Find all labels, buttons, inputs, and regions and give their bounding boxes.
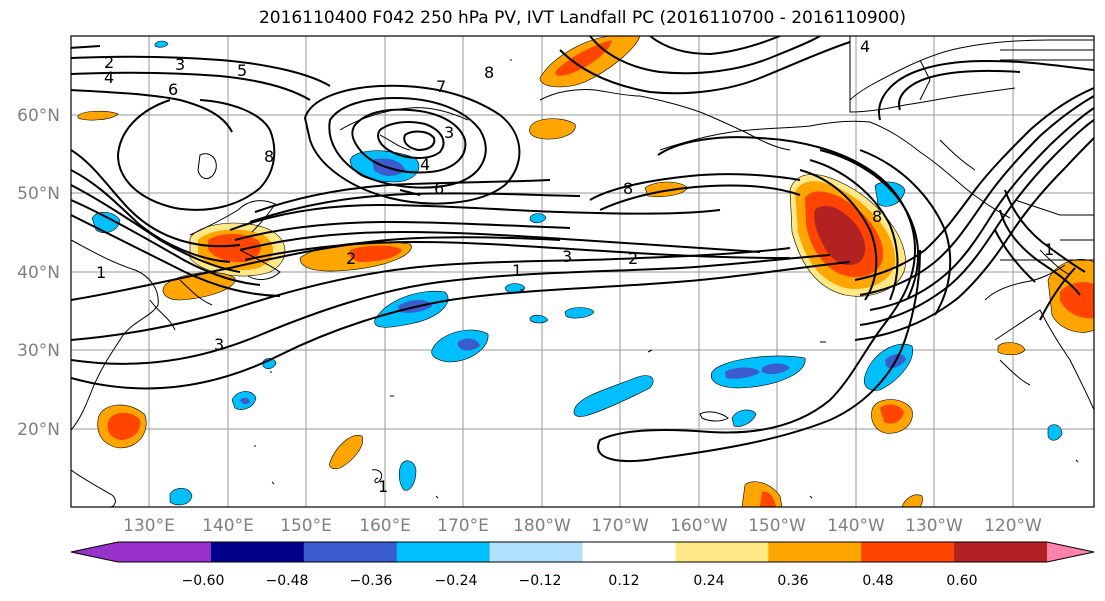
negative-anomalies [91, 40, 1063, 506]
lon-label: 170°W [591, 516, 649, 536]
contour-label: 2 [346, 249, 356, 268]
map-title: 2016110400 F042 250 hPa PV, IVT Landfall… [258, 8, 906, 28]
contour-label: 1 [378, 477, 388, 496]
contour-label: 6 [168, 80, 178, 99]
lon-label: 120°W [984, 516, 1042, 536]
colorbar-segment [768, 542, 862, 562]
contour-label: 8 [623, 179, 633, 198]
contour-label: 3 [214, 335, 224, 354]
colorbar-segment [489, 542, 583, 562]
contour-label: 6 [434, 179, 444, 198]
colorbar-segment [582, 542, 676, 562]
lon-label: 150°W [748, 516, 806, 536]
contour-label: 3 [444, 123, 454, 142]
colorbar [70, 541, 1095, 563]
contour-label: 2 [628, 249, 638, 268]
map-frame [70, 35, 1095, 508]
colorbar-segment [396, 542, 491, 562]
contour-label: 3 [175, 55, 185, 74]
colorbar-outline [70, 541, 1095, 563]
lat-label: 60°N [17, 106, 60, 126]
contour-label: 4 [860, 37, 870, 56]
colorbar-tick: 0.12 [608, 573, 639, 589]
lon-label: 130°W [905, 516, 963, 536]
lon-label: 150°E [280, 516, 332, 536]
lon-label: 140°W [827, 516, 885, 536]
colorbar-segment [675, 542, 769, 562]
colorbar-extend-high [1047, 542, 1094, 562]
contour-label: 4 [104, 68, 114, 87]
lon-label: 180°W [513, 516, 571, 536]
lat-label: 50°N [17, 184, 60, 204]
colorbar-tick: −0.60 [182, 573, 225, 589]
contour-labels: 2 3 4 5 6 7 8 3 4 6 8 8 2 1 3 2 1 3 8 4 … [96, 37, 1054, 496]
pv-contours [71, 36, 1094, 462]
contour-label: 8 [264, 147, 274, 166]
lon-label: 130°E [123, 516, 175, 536]
lon-label: 160°W [670, 516, 728, 536]
colorbar-tick: 0.36 [777, 573, 808, 589]
colorbar-segment [210, 542, 305, 562]
contour-label: 8 [484, 63, 494, 82]
colorbar-tick: 0.24 [693, 573, 724, 589]
lat-label: 20°N [17, 420, 60, 440]
contour-label: 4 [420, 155, 430, 174]
contour-label: 2 [104, 53, 114, 72]
contour-label: 1 [96, 263, 106, 282]
colorbar-segment [303, 542, 398, 562]
contour-label: 7 [436, 77, 446, 96]
contour-label: 1 [1044, 240, 1054, 259]
colorbar-tick: 0.48 [862, 573, 893, 589]
colorbar-tick: −0.24 [435, 573, 478, 589]
latitude-labels: 20°N 30°N 40°N 50°N 60°N [17, 106, 60, 440]
positive-anomalies [77, 36, 1094, 507]
colorbar-ticks: −0.60 −0.48 −0.36 −0.24 −0.12 0.12 0.24 … [182, 573, 978, 589]
lon-label: 160°E [359, 516, 411, 536]
colorbar-tick: −0.12 [519, 573, 562, 589]
islands [254, 59, 1079, 499]
contour-label: 1 [512, 261, 522, 280]
lon-label: 140°E [202, 516, 254, 536]
colorbar-segment [954, 542, 1048, 562]
colorbar-tick: −0.48 [266, 573, 309, 589]
contour-label: 8 [872, 207, 882, 226]
contour-label: 3 [562, 247, 572, 266]
longitude-labels: 130°E 140°E 150°E 160°E 170°E 180°W 170°… [123, 516, 1042, 536]
colorbar-extend-low [71, 542, 118, 562]
colorbar-tick: 0.60 [946, 573, 977, 589]
lat-label: 30°N [17, 341, 60, 361]
colorbar-tick: −0.36 [350, 573, 393, 589]
lat-label: 40°N [17, 263, 60, 283]
colorbar-segment [118, 542, 212, 562]
lon-label: 170°E [437, 516, 489, 536]
colorbar-segment [861, 542, 955, 562]
contour-label: 5 [237, 61, 247, 80]
